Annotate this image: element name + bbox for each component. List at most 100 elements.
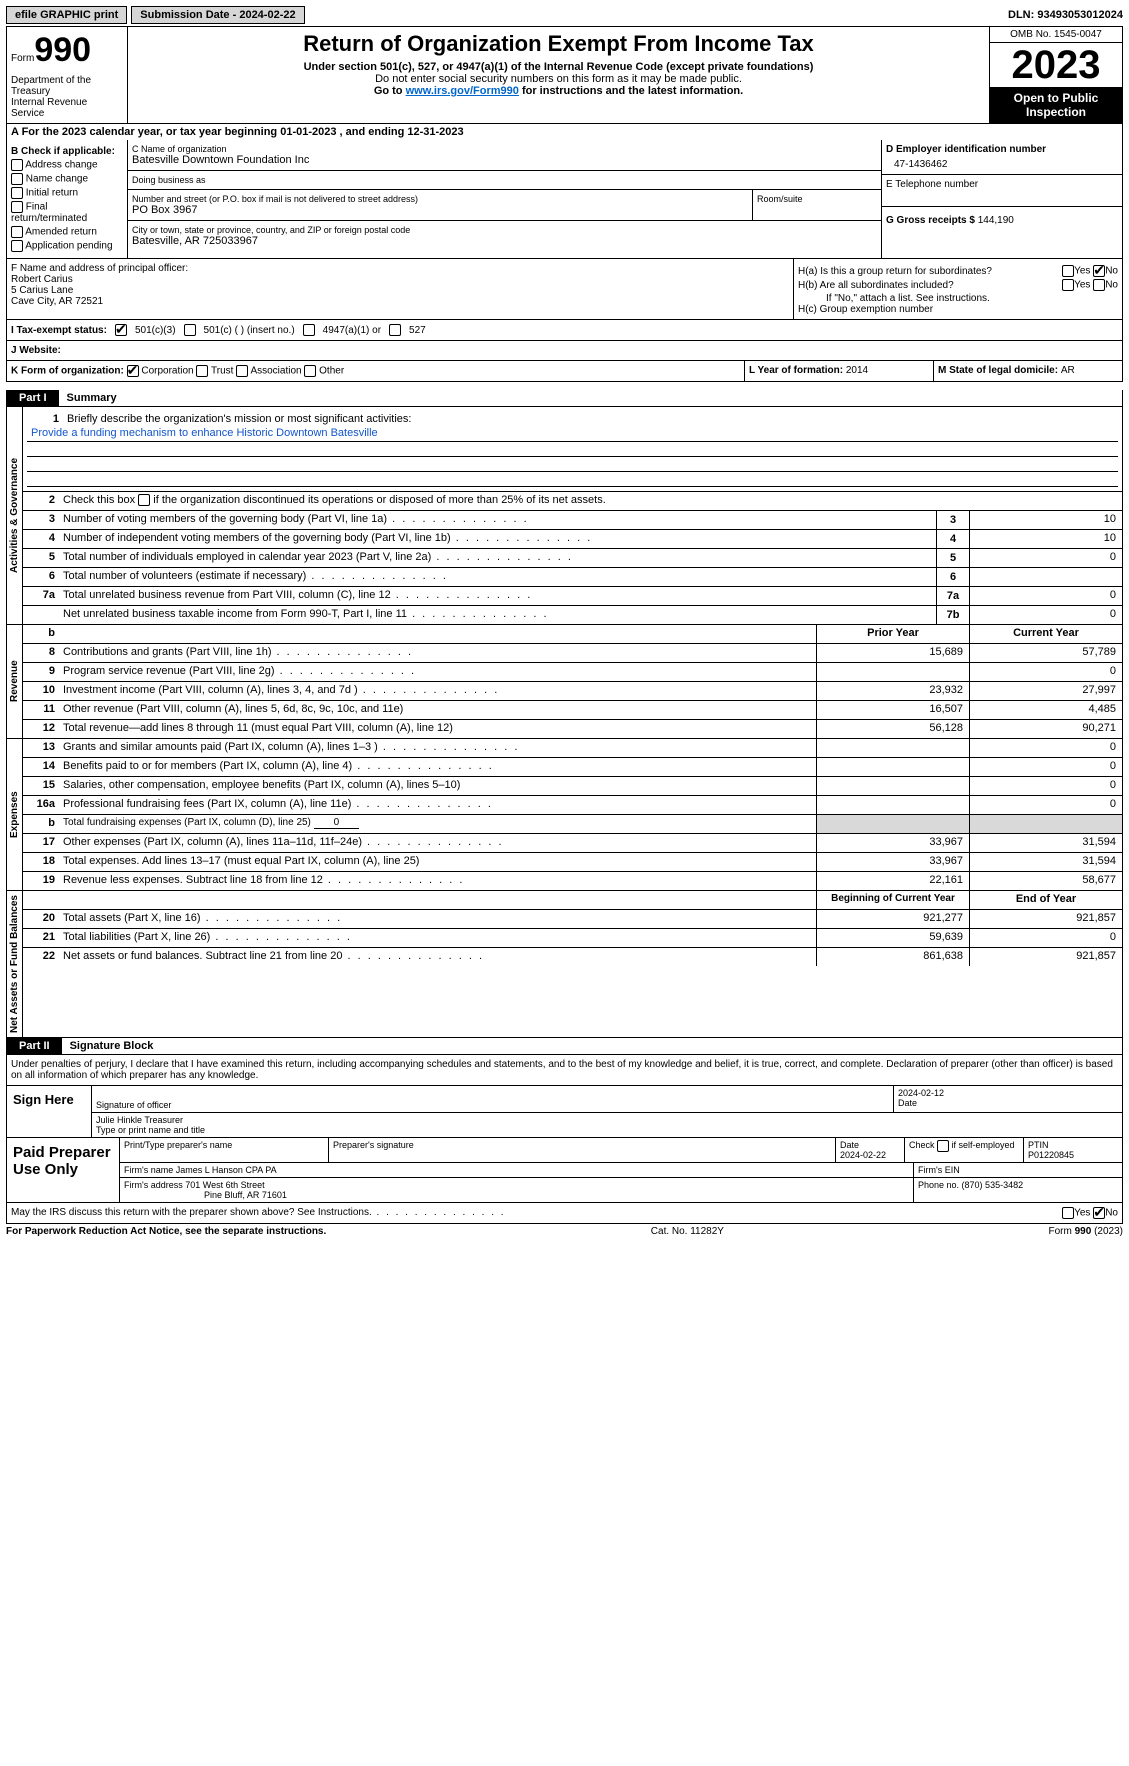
- sig-officer-label: Signature of officer: [96, 1100, 889, 1110]
- line-17: Other expenses (Part IX, column (A), lin…: [59, 834, 816, 852]
- part-1-header: Part I Summary: [6, 390, 1123, 407]
- section-expenses: Expenses: [7, 739, 23, 890]
- dept-treasury: Department of the Treasury Internal Reve…: [11, 75, 123, 119]
- identity-block: B Check if applicable: Address change Na…: [6, 140, 1123, 259]
- form-title: Return of Organization Exempt From Incom…: [132, 31, 985, 57]
- cb-assoc[interactable]: [236, 365, 248, 377]
- ein-value: 47-1436462: [886, 155, 1118, 170]
- hdr-beginning-year: Beginning of Current Year: [816, 891, 969, 909]
- checkbox-address-change[interactable]: [11, 159, 23, 171]
- line-20-current: 921,857: [969, 910, 1122, 928]
- section-net-assets: Net Assets or Fund Balances: [7, 891, 23, 1037]
- line-15: Salaries, other compensation, employee b…: [59, 777, 816, 795]
- irs-link[interactable]: www.irs.gov/Form990: [406, 85, 519, 97]
- column-b-checkboxes: B Check if applicable: Address change Na…: [7, 140, 128, 258]
- firm-address-1: 701 West 6th Street: [185, 1180, 264, 1190]
- h-a-no[interactable]: [1093, 265, 1105, 277]
- subtitle-2: Do not enter social security numbers on …: [132, 73, 985, 85]
- cb-4947[interactable]: [303, 324, 315, 336]
- hdr-current-year: Current Year: [969, 625, 1122, 643]
- line-7a-value: 0: [969, 587, 1122, 605]
- cb-corp[interactable]: [127, 365, 139, 377]
- line-19-current: 58,677: [969, 872, 1122, 890]
- cb-discuss-no[interactable]: [1093, 1207, 1105, 1219]
- room-label: Room/suite: [757, 194, 877, 204]
- firm-phone: (870) 535-3482: [962, 1180, 1024, 1190]
- cb-discontinued[interactable]: [138, 494, 150, 506]
- state-domicile: M State of legal domicile: AR: [934, 361, 1122, 381]
- top-bar: efile GRAPHIC print Submission Date - 20…: [6, 6, 1123, 24]
- org-name: Batesville Downtown Foundation Inc: [132, 154, 877, 166]
- line-3: Number of voting members of the governin…: [59, 511, 936, 529]
- form-number: 990: [34, 31, 91, 69]
- cb-527[interactable]: [389, 324, 401, 336]
- line-9-current: 0: [969, 663, 1122, 681]
- h-b-yes[interactable]: [1062, 279, 1074, 291]
- firm-address-2: Pine Bluff, AR 71601: [124, 1190, 909, 1200]
- line-5-value: 0: [969, 549, 1122, 567]
- line-18-current: 31,594: [969, 853, 1122, 871]
- checkbox-amended-return[interactable]: [11, 226, 23, 238]
- line-1-label: Briefly describe the organization's miss…: [63, 411, 1118, 427]
- line-2: Check this box if the organization disco…: [59, 492, 1122, 510]
- line-20-prior: 921,277: [816, 910, 969, 928]
- h-b-no[interactable]: [1093, 279, 1105, 291]
- line-10-current: 27,997: [969, 682, 1122, 700]
- cb-501c[interactable]: [184, 324, 196, 336]
- line-6: Total number of volunteers (estimate if …: [59, 568, 936, 586]
- tax-year: 2023: [990, 43, 1122, 87]
- firm-name: James L Hanson CPA PA: [176, 1165, 277, 1175]
- form-label: Form: [11, 53, 34, 64]
- line-12-current: 90,271: [969, 720, 1122, 738]
- cb-other[interactable]: [304, 365, 316, 377]
- line-7b: Net unrelated business taxable income fr…: [59, 606, 936, 624]
- omb-number: OMB No. 1545-0047: [990, 27, 1122, 43]
- efile-print-button[interactable]: efile GRAPHIC print: [6, 6, 127, 24]
- line-8: Contributions and grants (Part VIII, lin…: [59, 644, 816, 662]
- line-16a-prior: [816, 796, 969, 814]
- line-21-prior: 59,639: [816, 929, 969, 947]
- checkbox-final-return[interactable]: [11, 201, 23, 213]
- org-name-label: C Name of organization: [132, 144, 877, 154]
- line-12-prior: 56,128: [816, 720, 969, 738]
- line-8-current: 57,789: [969, 644, 1122, 662]
- line-20: Total assets (Part X, line 16): [59, 910, 816, 928]
- line-22-prior: 861,638: [816, 948, 969, 966]
- line-21-current: 0: [969, 929, 1122, 947]
- row-a-tax-year: A For the 2023 calendar year, or tax yea…: [6, 124, 1123, 140]
- line-15-current: 0: [969, 777, 1122, 795]
- cb-self-employed[interactable]: [937, 1140, 949, 1152]
- hdr-end-year: End of Year: [969, 891, 1122, 909]
- line-19-prior: 22,161: [816, 872, 969, 890]
- cb-discuss-yes[interactable]: [1062, 1207, 1074, 1219]
- line-16b-current: [969, 815, 1122, 833]
- cb-501c3[interactable]: [115, 324, 127, 336]
- line-18-prior: 33,967: [816, 853, 969, 871]
- sign-date: 2024-02-12: [898, 1088, 1118, 1098]
- paid-preparer-label: Paid Preparer Use Only: [7, 1138, 120, 1202]
- line-17-current: 31,594: [969, 834, 1122, 852]
- line-11-prior: 16,507: [816, 701, 969, 719]
- group-return-block: H(a) Is this a group return for subordin…: [793, 259, 1122, 319]
- hdr-prior-year: Prior Year: [816, 625, 969, 643]
- cb-trust[interactable]: [196, 365, 208, 377]
- line-12: Total revenue—add lines 8 through 11 (mu…: [59, 720, 816, 738]
- checkbox-name-change[interactable]: [11, 173, 23, 185]
- line-13: Grants and similar amounts paid (Part IX…: [59, 739, 816, 757]
- principal-officer: F Name and address of principal officer:…: [7, 259, 793, 319]
- checkbox-initial-return[interactable]: [11, 187, 23, 199]
- tax-exempt-status: I Tax-exempt status: 501(c)(3) 501(c) ( …: [6, 320, 1123, 341]
- website-row: J Website:: [6, 341, 1123, 361]
- line-19: Revenue less expenses. Subtract line 18 …: [59, 872, 816, 890]
- street-label: Number and street (or P.O. box if mail i…: [132, 194, 748, 204]
- line-16a: Professional fundraising fees (Part IX, …: [59, 796, 816, 814]
- h-a-yes[interactable]: [1062, 265, 1074, 277]
- line-13-current: 0: [969, 739, 1122, 757]
- checkbox-application-pending[interactable]: [11, 240, 23, 252]
- line-15-prior: [816, 777, 969, 795]
- line-14-current: 0: [969, 758, 1122, 776]
- line-7b-value: 0: [969, 606, 1122, 624]
- ptin-value: P01220845: [1028, 1150, 1118, 1160]
- year-formation: L Year of formation: 2014: [745, 361, 934, 381]
- line-16b: Total fundraising expenses (Part IX, col…: [59, 815, 816, 833]
